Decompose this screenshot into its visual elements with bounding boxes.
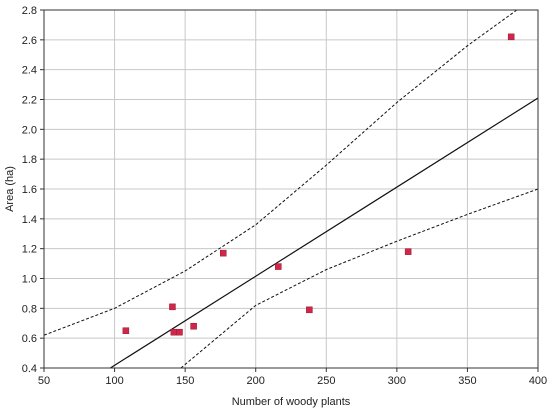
y-tick-label: 2.0 — [22, 124, 37, 136]
x-tick-label: 150 — [176, 375, 194, 387]
lower-confidence-band — [180, 188, 538, 368]
x-tick-label: 350 — [458, 375, 476, 387]
y-tick-label: 1.6 — [22, 184, 37, 196]
data-point — [507, 33, 515, 41]
y-tick-label: 2.8 — [22, 5, 37, 17]
upper-confidence-band — [44, 10, 518, 336]
data-point — [190, 322, 197, 330]
y-tick-label: 1.4 — [22, 214, 37, 226]
data-point — [275, 263, 282, 270]
y-tick-label: 1.0 — [22, 274, 37, 286]
x-axis-ticks: 50 100 150 200 250 300 350 400 — [38, 368, 547, 387]
y-tick-label: 2.2 — [22, 95, 37, 107]
data-point — [404, 248, 412, 255]
data-point — [122, 327, 130, 334]
y-tick-label: 1.8 — [22, 154, 37, 166]
y-axis-ticks: 0.4 0.6 0.8 1.0 1.2 1.4 1.6 1.8 2.0 2.2 2.4 2.6 2.8 — [22, 5, 44, 375]
x-tick-label: 50 — [38, 375, 50, 387]
y-tick-label: 0.8 — [22, 303, 37, 315]
data-points — [122, 33, 515, 336]
data-point — [169, 303, 176, 311]
data-point — [220, 249, 227, 257]
y-tick-label: 0.4 — [22, 363, 37, 375]
y-tick-label: 1.2 — [22, 244, 37, 256]
regression-line-group — [110, 97, 538, 368]
data-point — [306, 306, 313, 314]
x-axis-title: Number of woody plants — [232, 396, 351, 408]
y-tick-label: 2.4 — [22, 65, 37, 77]
y-tick-label: 0.6 — [22, 333, 37, 345]
data-point — [170, 328, 178, 336]
regression-line — [110, 97, 538, 368]
x-tick-label: 100 — [105, 375, 123, 387]
x-tick-label: 400 — [529, 375, 547, 387]
x-tick-label: 250 — [317, 375, 335, 387]
confidence-bands — [44, 10, 538, 368]
data-point — [176, 328, 183, 336]
x-tick-label: 300 — [388, 375, 406, 387]
y-tick-label: 2.6 — [22, 35, 37, 47]
y-axis-title: Area (ha) — [4, 166, 16, 212]
x-tick-label: 200 — [247, 375, 265, 387]
